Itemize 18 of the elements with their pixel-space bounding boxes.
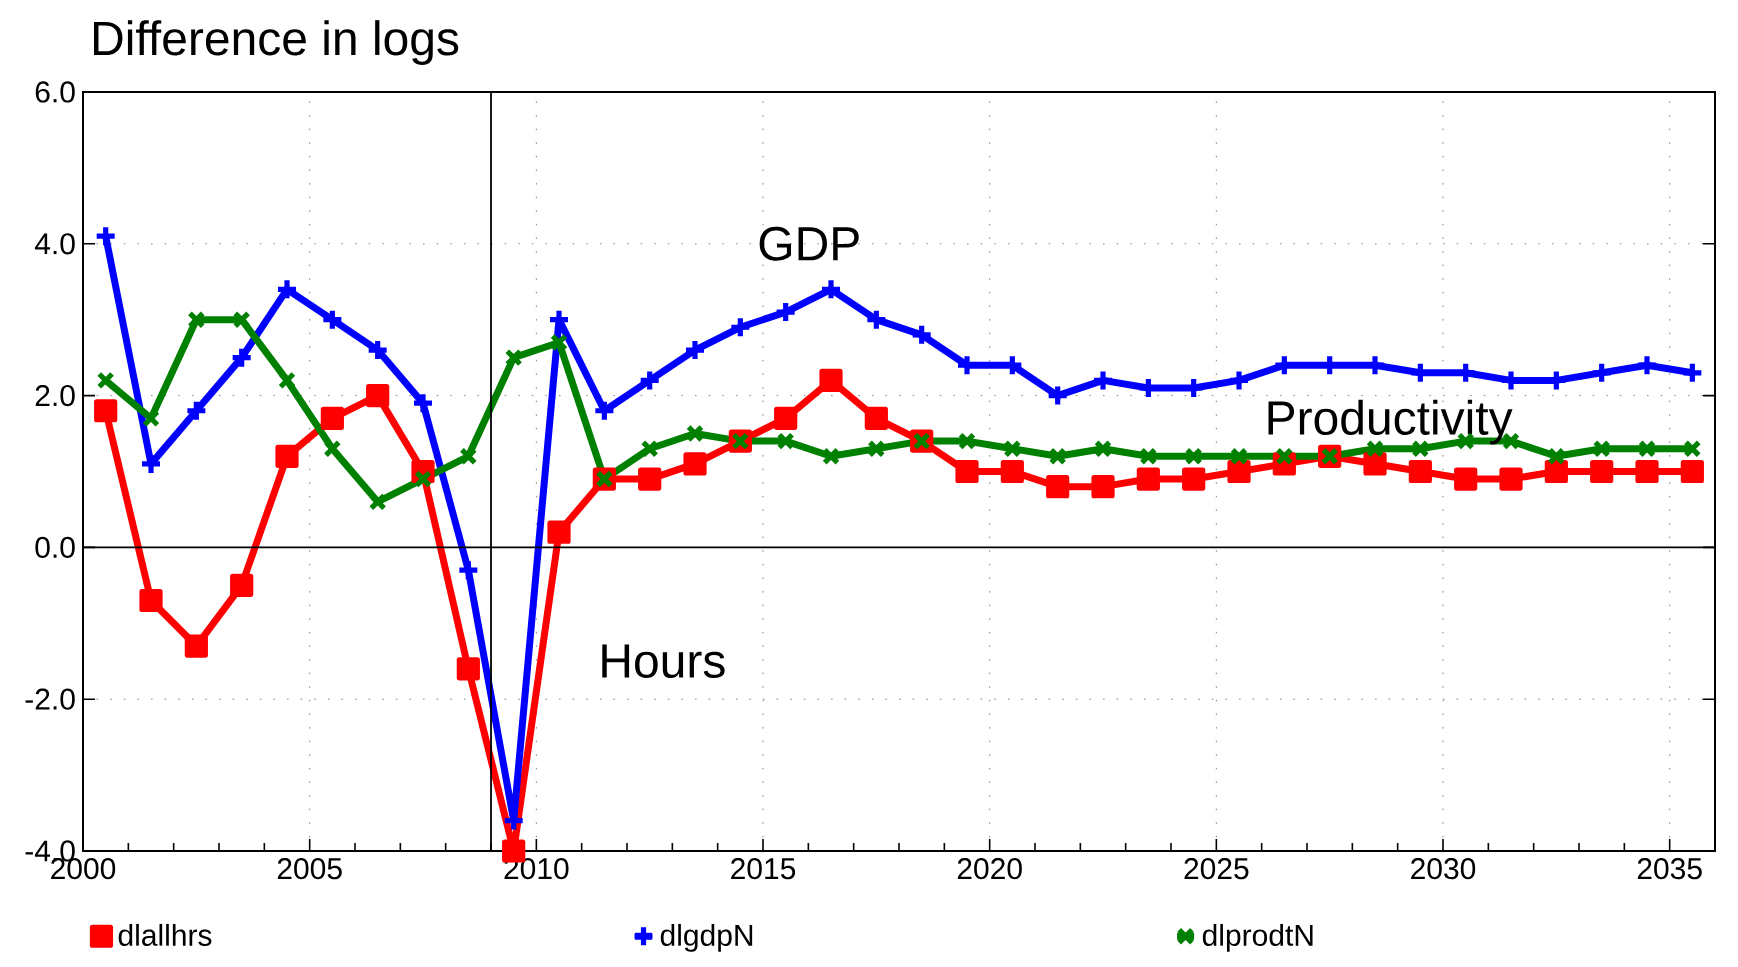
y-tick-label: 0.0 xyxy=(35,536,75,558)
x-tick-label: 2020 xyxy=(957,858,1022,880)
y-tick-label: -2.0 xyxy=(25,688,75,710)
y-axis-title: Difference in logs xyxy=(94,20,459,65)
y-tick-label: 6.0 xyxy=(35,81,75,103)
legend-label: dlallhrs xyxy=(118,923,212,946)
legend-label: dlprodtN xyxy=(1202,923,1313,952)
y-tick-label: 2.0 xyxy=(35,384,75,407)
x-tick-label: 2015 xyxy=(731,858,796,880)
annotation: GDP xyxy=(759,226,859,261)
x-tick-label: 2035 xyxy=(1637,858,1702,880)
x-tick-label: 2005 xyxy=(277,858,342,880)
x-tick-label: 2030 xyxy=(1411,858,1476,880)
y-tick-label: 4.0 xyxy=(34,233,75,255)
x-tick-label: 2025 xyxy=(1184,858,1249,880)
annotation: Productivity xyxy=(1268,399,1513,445)
annotation: Hours xyxy=(602,644,725,678)
legend-label: dlgdpN xyxy=(660,923,753,952)
